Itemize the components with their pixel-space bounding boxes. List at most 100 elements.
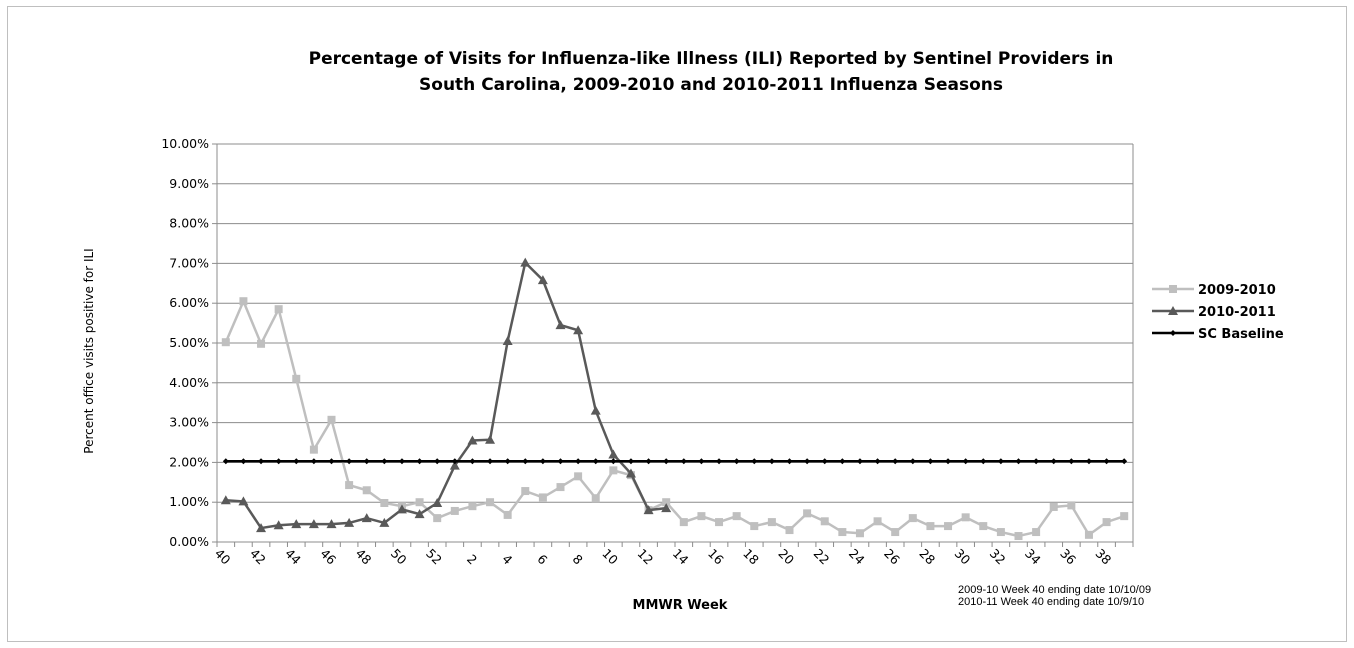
x-tick-label: 4 xyxy=(499,551,515,567)
data-point xyxy=(274,305,283,314)
legend-label: 2010-2011 xyxy=(1198,305,1276,320)
data-point xyxy=(856,458,863,465)
data-point xyxy=(220,495,231,505)
data-point xyxy=(804,458,811,465)
data-point xyxy=(996,528,1005,537)
data-point xyxy=(537,275,548,285)
data-point xyxy=(309,445,318,454)
x-tick-label: 26 xyxy=(881,546,903,568)
data-point xyxy=(820,517,829,526)
x-tick-label: 38 xyxy=(1093,546,1115,568)
x-tick-label: 16 xyxy=(705,546,727,568)
data-point xyxy=(786,458,793,465)
data-point xyxy=(434,458,441,465)
data-point xyxy=(310,458,317,465)
x-tick-label: 8 xyxy=(570,551,586,567)
data-point xyxy=(608,449,619,459)
data-point xyxy=(291,519,302,529)
data-point xyxy=(240,458,247,465)
data-point xyxy=(380,498,389,507)
data-point xyxy=(663,458,670,465)
data-point xyxy=(433,514,442,523)
data-point xyxy=(1102,518,1111,527)
data-point xyxy=(750,522,759,531)
data-point xyxy=(873,517,882,526)
x-tick-label: 52 xyxy=(423,546,445,568)
data-point xyxy=(1032,528,1041,537)
data-point xyxy=(625,468,636,478)
chart-frame xyxy=(7,6,1347,642)
data-point xyxy=(892,458,899,465)
legend-label: 2009-2010 xyxy=(1198,283,1276,298)
data-point xyxy=(697,512,706,521)
data-point xyxy=(1085,458,1092,465)
y-tick-label: 9.00% xyxy=(169,176,209,191)
y-tick-label: 8.00% xyxy=(169,216,209,231)
data-point xyxy=(716,458,723,465)
data-point xyxy=(1049,502,1058,511)
data-point xyxy=(945,458,952,465)
data-point xyxy=(327,415,336,424)
x-tick-label: 20 xyxy=(775,546,797,568)
legend-label: SC Baseline xyxy=(1198,327,1284,342)
data-point xyxy=(821,458,828,465)
chart-title-line2: South Carolina, 2009-2010 and 2010-2011 … xyxy=(419,75,1003,95)
legend-item: SC Baseline xyxy=(1152,327,1284,342)
data-point xyxy=(293,458,300,465)
data-point xyxy=(504,458,511,465)
x-tick-label: 36 xyxy=(1057,546,1079,568)
data-point xyxy=(573,325,584,335)
data-point xyxy=(1084,530,1093,539)
data-point xyxy=(344,517,355,527)
data-point xyxy=(363,458,370,465)
data-point xyxy=(838,528,847,537)
x-tick-label: 14 xyxy=(670,546,692,568)
data-point xyxy=(522,458,529,465)
data-point xyxy=(1121,458,1128,465)
x-tick-label: 28 xyxy=(916,546,938,568)
data-point xyxy=(627,458,634,465)
data-point xyxy=(1068,458,1075,465)
data-point xyxy=(555,320,566,330)
data-point xyxy=(257,339,266,348)
y-tick-label: 7.00% xyxy=(169,255,209,270)
x-tick-label: 30 xyxy=(952,546,974,568)
legend: 2009-2010 2010-2011 SC Baseline xyxy=(1152,283,1284,342)
series-2010-2011 xyxy=(220,257,672,533)
y-tick-label: 2.00% xyxy=(169,454,209,469)
y-axis-tick-labels: 0.00% 1.00% 2.00% 3.00% 4.00% 5.00% 6.00% 7.00%… xyxy=(161,136,209,549)
data-point xyxy=(785,526,794,535)
x-tick-label: 42 xyxy=(247,546,269,568)
data-point xyxy=(328,458,335,465)
y-axis-label: Percent office visits positive for ILI xyxy=(82,248,96,453)
footnote-line2: 2010-11 Week 40 ending date 10/9/10 xyxy=(958,596,1144,608)
data-point xyxy=(557,458,564,465)
x-axis-label: MMWR Week xyxy=(633,598,728,613)
data-point xyxy=(326,519,337,529)
x-tick-label: 18 xyxy=(740,546,762,568)
y-tick-label: 3.00% xyxy=(169,415,209,430)
data-point xyxy=(979,522,988,531)
x-tick-label: 34 xyxy=(1022,546,1044,568)
x-tick-label: 44 xyxy=(282,546,304,568)
x-tick-label: 48 xyxy=(353,546,375,568)
data-point xyxy=(891,528,900,537)
data-point xyxy=(556,483,565,492)
data-point xyxy=(398,458,405,465)
x-tick-label: 12 xyxy=(635,546,657,568)
data-point xyxy=(590,405,601,415)
y-tick-label: 10.00% xyxy=(161,136,209,151)
data-point xyxy=(609,466,618,475)
x-tick-label: 2 xyxy=(464,551,480,567)
data-point xyxy=(662,498,671,507)
data-point xyxy=(468,502,477,511)
data-point xyxy=(643,505,654,515)
data-point xyxy=(803,509,812,518)
data-point xyxy=(379,517,390,527)
data-point xyxy=(1168,306,1178,315)
data-point xyxy=(292,374,301,383)
data-point xyxy=(415,498,424,507)
x-tick-label: 32 xyxy=(987,546,1009,568)
data-point xyxy=(926,522,935,531)
data-point xyxy=(574,472,583,481)
